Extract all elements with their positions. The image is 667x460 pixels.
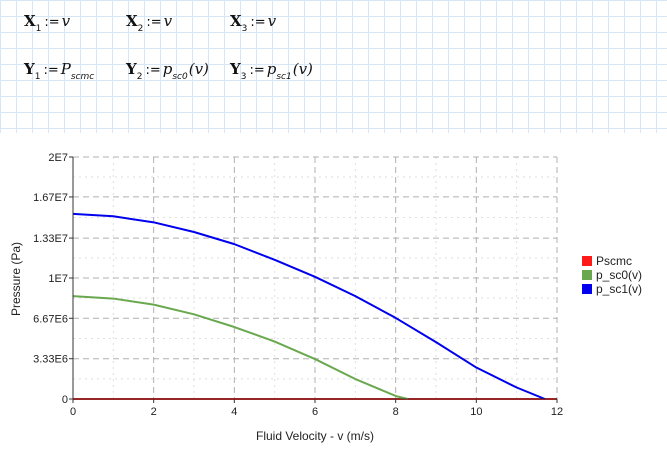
series-line-p-sc1: [72, 212, 546, 400]
definition-x2[interactable]: X2:= v: [126, 12, 173, 34]
definition-y3[interactable]: Y3:= psc1(v): [230, 60, 313, 82]
legend-swatch: [582, 270, 592, 280]
definition-x3[interactable]: X3:= v: [230, 12, 277, 34]
y-tick-label: 2E7: [48, 152, 68, 164]
x-tick-label: 4: [231, 406, 237, 418]
chart-grid: [72, 156, 558, 400]
y-tick-label: 6.67E6: [33, 313, 68, 325]
x-tick-label: 8: [393, 406, 399, 418]
legend-item-p-sc1: p_sc1(v): [582, 282, 642, 296]
y-tick-label: 1E7: [48, 273, 68, 285]
y-axis-label: Pressure (Pa): [9, 242, 23, 316]
y-tick-label: 0: [62, 394, 68, 406]
y-tick-label: 3.33E6: [33, 354, 68, 366]
x-axis-label: Fluid Velocity - v (m/s): [256, 429, 374, 443]
x-tick-label: 10: [470, 406, 482, 418]
plot-region[interactable]: [0, 133, 667, 460]
legend-swatch: [582, 256, 592, 266]
x-tick-label: 6: [312, 406, 318, 418]
legend-item-p-sc0: p_sc0(v): [582, 268, 642, 282]
x-tick-label: 0: [70, 406, 76, 418]
x-tick-label: 12: [551, 406, 563, 418]
legend-swatch: [582, 284, 592, 294]
y-tick-label: 1.67E7: [33, 192, 68, 204]
y-tick-label: 1.33E7: [33, 233, 68, 245]
chart-ticks: 0 2 4 6 8 10 12 0 3.33E6 6.67E6 1E7 1.33E7 1.67E7 2E7: [33, 152, 563, 418]
definition-y1[interactable]: Y1:= Pscmc: [24, 60, 95, 82]
definitions-area: X1:= v X2:= v X3:= v Y1:= Pscmc Y2:= psc0(v) …: [0, 0, 667, 110]
definition-x1[interactable]: X1:= v: [24, 12, 71, 34]
definition-y2[interactable]: Y2:= psc0(v): [126, 60, 209, 82]
x-tick-label: 2: [151, 406, 157, 418]
chart-legend: Pscmc p_sc0(v) p_sc1(v): [582, 254, 642, 296]
series-line-p-sc0: [72, 295, 409, 400]
legend-item-pscmc: Pscmc: [582, 254, 642, 268]
